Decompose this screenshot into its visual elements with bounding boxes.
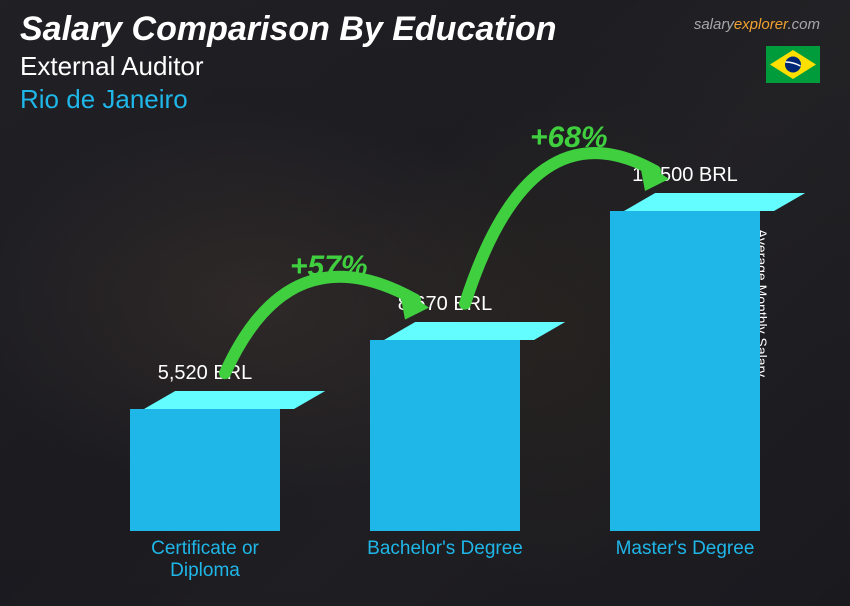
chart-subtitle: External Auditor	[20, 51, 830, 82]
bar-chart: 5,520 BRLCertificate or Diploma8,670 BRL…	[130, 140, 790, 586]
increase-arrow-icon	[130, 140, 790, 586]
watermark: salaryexplorer.com	[694, 16, 820, 33]
chart-location: Rio de Janeiro	[20, 84, 830, 115]
brazil-flag-icon	[766, 46, 820, 83]
increase-pct: +68%	[530, 121, 608, 155]
